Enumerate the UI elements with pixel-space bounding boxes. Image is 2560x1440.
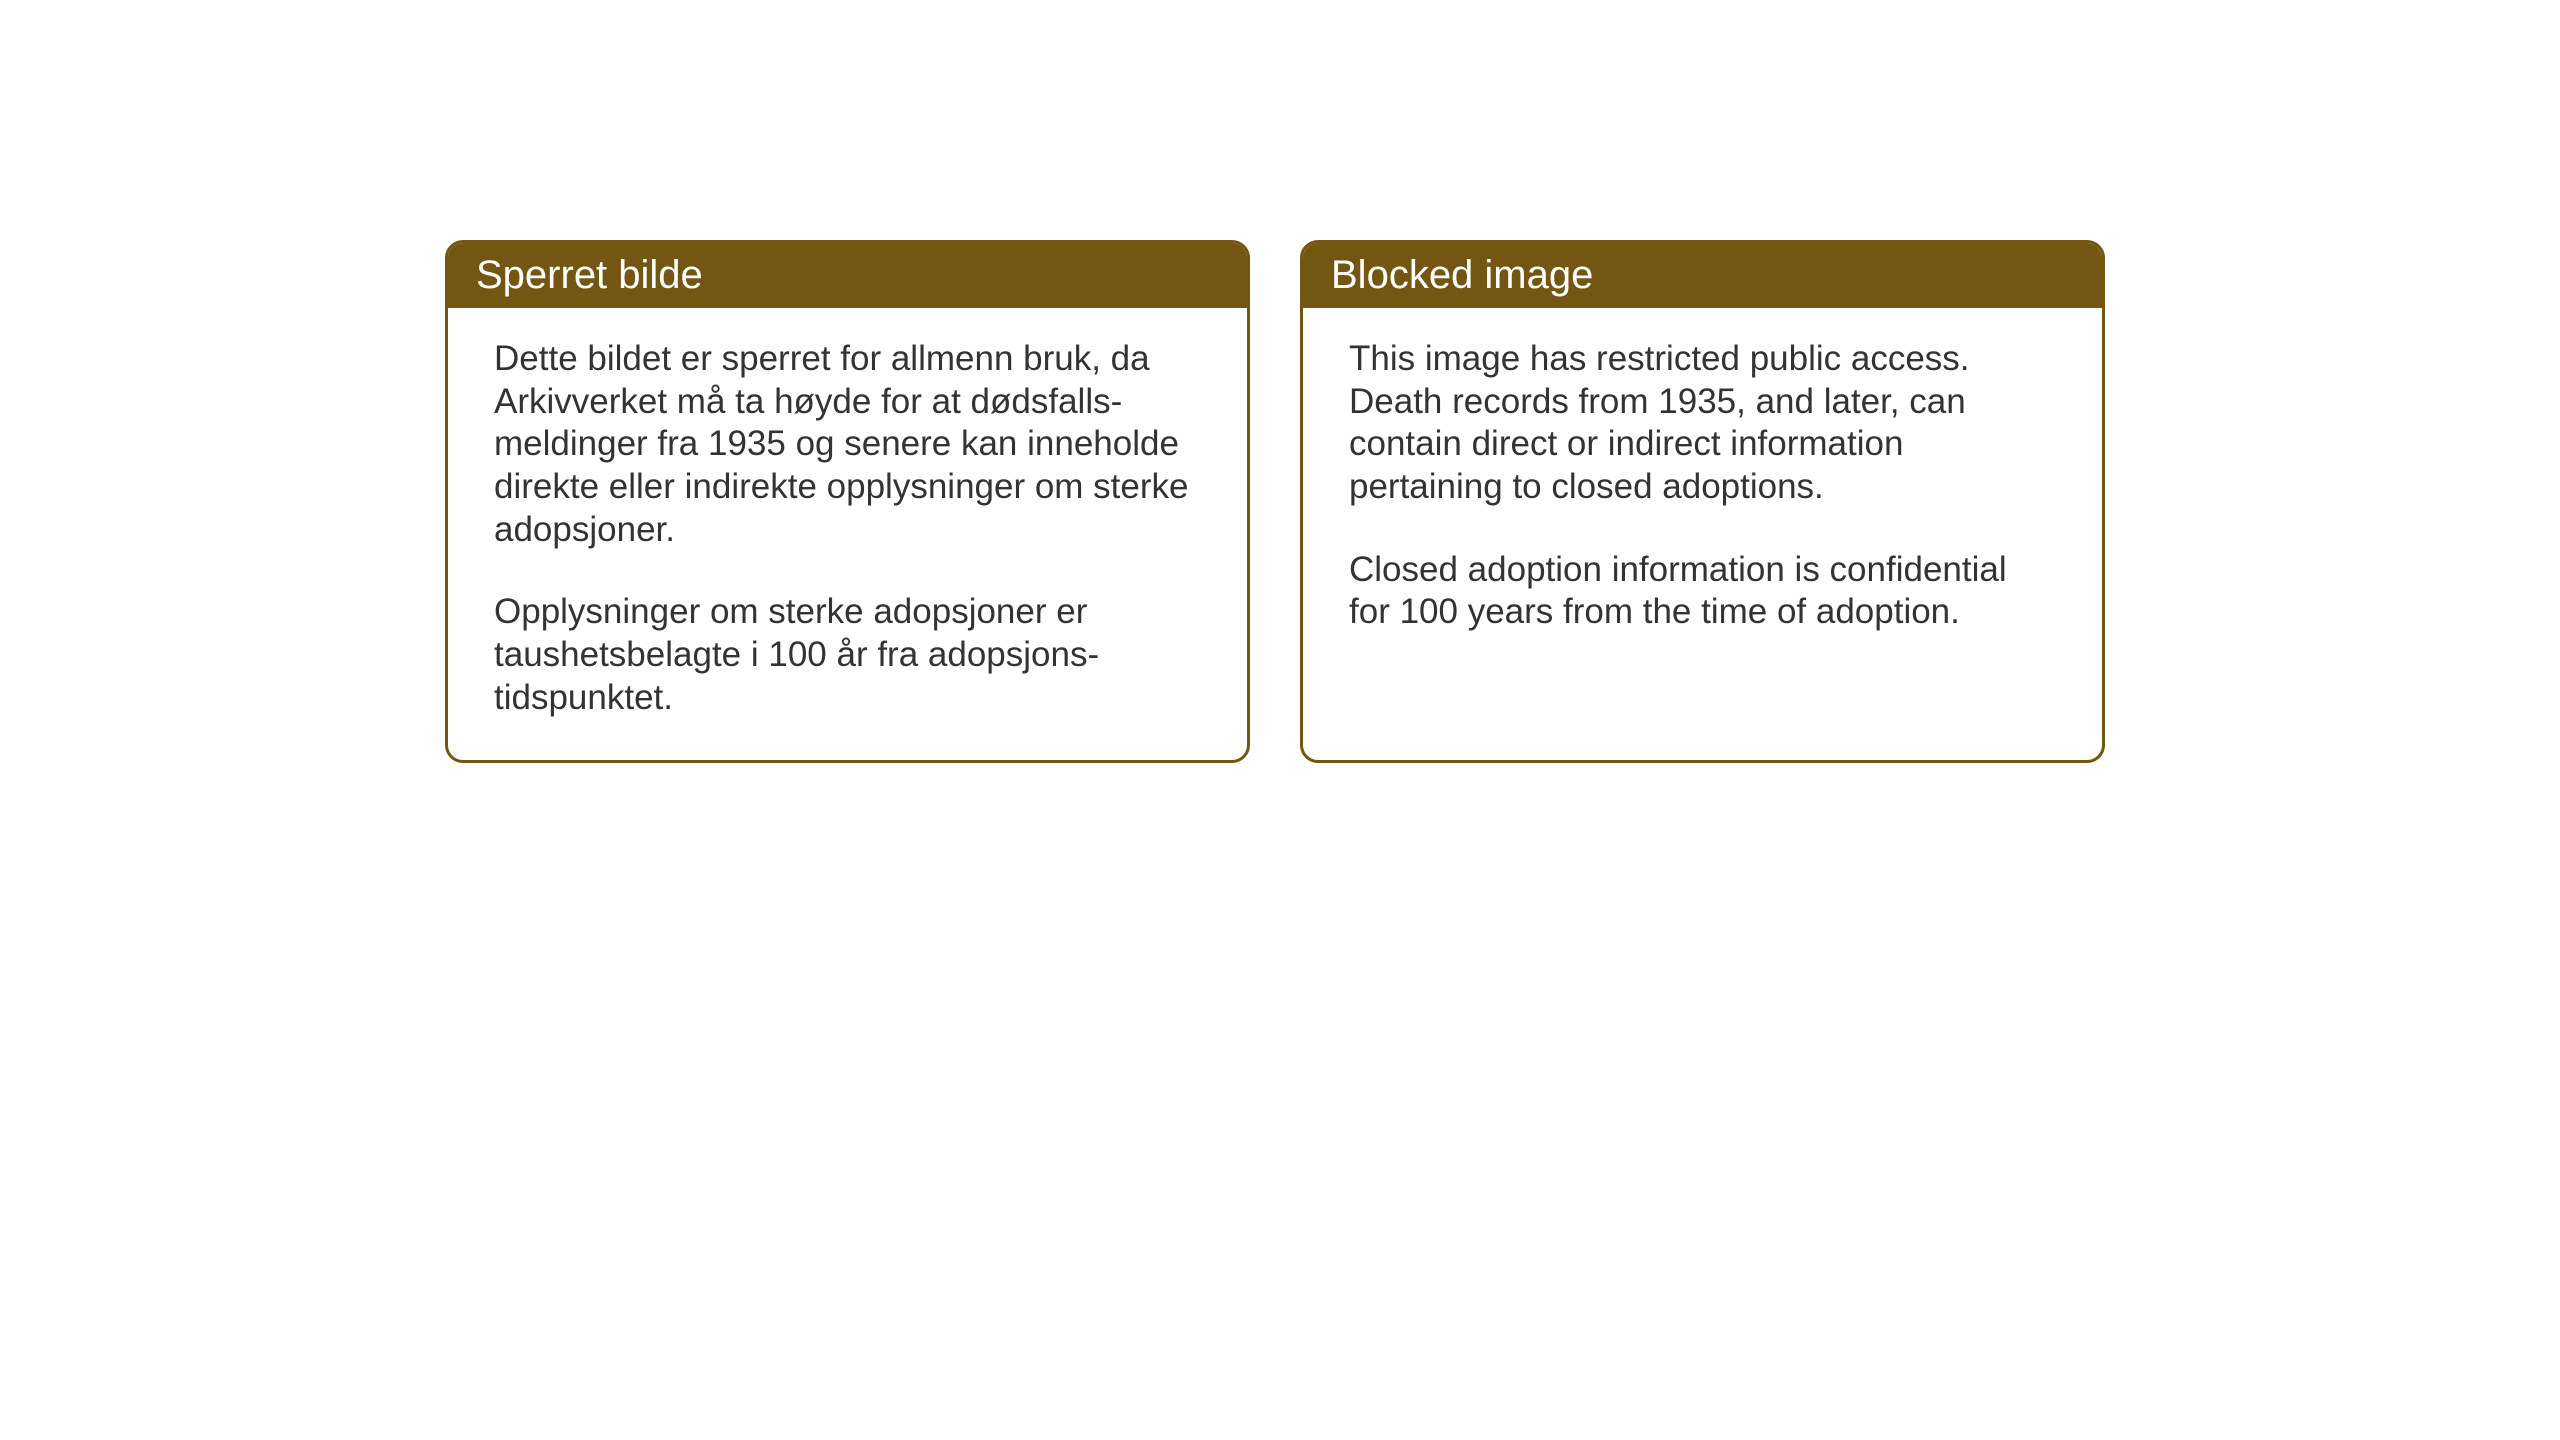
notice-paragraph-1-norwegian: Dette bildet er sperret for allmenn bruk… [494, 338, 1201, 551]
notice-paragraph-2-english: Closed adoption information is confident… [1349, 549, 2056, 634]
notice-paragraph-2-norwegian: Opplysninger om sterke adopsjoner er tau… [494, 591, 1201, 719]
notice-paragraph-1-english: This image has restricted public access.… [1349, 338, 2056, 509]
notice-body-norwegian: Dette bildet er sperret for allmenn bruk… [448, 308, 1247, 760]
notice-header-norwegian: Sperret bilde [448, 243, 1247, 308]
notice-title-norwegian: Sperret bilde [476, 253, 703, 297]
notice-body-english: This image has restricted public access.… [1303, 308, 2102, 703]
notice-cards-container: Sperret bilde Dette bildet er sperret fo… [445, 240, 2105, 763]
notice-card-norwegian: Sperret bilde Dette bildet er sperret fo… [445, 240, 1250, 763]
notice-header-english: Blocked image [1303, 243, 2102, 308]
notice-title-english: Blocked image [1331, 253, 1593, 297]
notice-card-english: Blocked image This image has restricted … [1300, 240, 2105, 763]
